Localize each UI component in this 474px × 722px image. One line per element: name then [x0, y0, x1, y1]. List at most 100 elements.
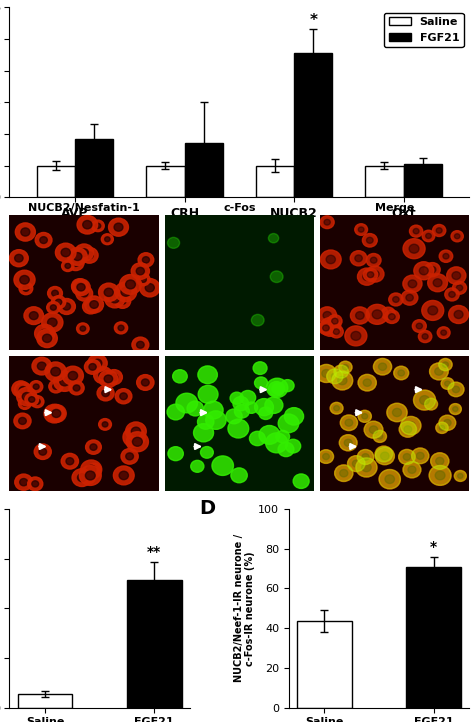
- Circle shape: [81, 471, 96, 484]
- Circle shape: [66, 458, 74, 465]
- Circle shape: [14, 270, 35, 290]
- Circle shape: [448, 382, 464, 396]
- Circle shape: [276, 430, 290, 443]
- Circle shape: [19, 282, 33, 295]
- Circle shape: [259, 407, 273, 419]
- Circle shape: [364, 268, 378, 281]
- Circle shape: [104, 375, 113, 383]
- Circle shape: [453, 282, 466, 295]
- Bar: [403, 164, 442, 197]
- Circle shape: [380, 451, 388, 458]
- Circle shape: [410, 225, 423, 237]
- Circle shape: [332, 371, 353, 390]
- Circle shape: [456, 285, 463, 291]
- Circle shape: [34, 444, 51, 459]
- Circle shape: [32, 357, 52, 375]
- Circle shape: [399, 422, 417, 438]
- Circle shape: [114, 223, 123, 231]
- Circle shape: [54, 371, 75, 391]
- Circle shape: [373, 430, 386, 443]
- Circle shape: [426, 233, 431, 238]
- Circle shape: [347, 456, 365, 471]
- Circle shape: [167, 238, 180, 248]
- Circle shape: [439, 250, 453, 262]
- Circle shape: [21, 228, 30, 236]
- Circle shape: [334, 365, 348, 378]
- Circle shape: [345, 419, 353, 426]
- Circle shape: [140, 277, 146, 282]
- Circle shape: [137, 375, 154, 391]
- Circle shape: [371, 271, 379, 278]
- Circle shape: [25, 393, 38, 406]
- Bar: [146, 165, 185, 197]
- Circle shape: [429, 266, 436, 273]
- Circle shape: [320, 318, 341, 336]
- Circle shape: [435, 471, 445, 480]
- Circle shape: [97, 386, 114, 401]
- Circle shape: [113, 466, 134, 485]
- Circle shape: [339, 435, 357, 451]
- Circle shape: [62, 261, 74, 271]
- Circle shape: [123, 427, 145, 447]
- Circle shape: [245, 402, 258, 413]
- Bar: [37, 165, 75, 197]
- Circle shape: [366, 238, 373, 243]
- Circle shape: [47, 318, 57, 327]
- Circle shape: [358, 410, 371, 422]
- Circle shape: [39, 448, 46, 455]
- Circle shape: [99, 371, 107, 379]
- Circle shape: [42, 313, 63, 332]
- Circle shape: [114, 294, 131, 308]
- Circle shape: [31, 396, 44, 408]
- Circle shape: [77, 284, 85, 291]
- Circle shape: [86, 440, 101, 454]
- Circle shape: [278, 414, 299, 432]
- Circle shape: [329, 326, 343, 338]
- Circle shape: [278, 443, 294, 456]
- Circle shape: [385, 475, 394, 484]
- Circle shape: [119, 471, 128, 479]
- Circle shape: [334, 406, 339, 411]
- Text: **: **: [147, 544, 161, 559]
- Circle shape: [441, 378, 454, 389]
- Circle shape: [187, 401, 203, 416]
- Circle shape: [110, 295, 119, 303]
- Circle shape: [72, 279, 88, 294]
- Circle shape: [413, 228, 419, 234]
- Circle shape: [255, 377, 268, 389]
- Circle shape: [438, 359, 452, 370]
- Circle shape: [23, 286, 29, 291]
- Circle shape: [384, 310, 399, 323]
- Circle shape: [398, 370, 405, 376]
- Circle shape: [102, 390, 109, 396]
- Circle shape: [77, 474, 86, 482]
- Circle shape: [119, 297, 126, 304]
- Circle shape: [84, 360, 100, 374]
- Circle shape: [431, 453, 449, 469]
- Circle shape: [293, 474, 309, 489]
- Title: NUCB2/Nesfatin-1: NUCB2/Nesfatin-1: [28, 203, 140, 213]
- Circle shape: [387, 404, 407, 422]
- Circle shape: [356, 458, 377, 477]
- Circle shape: [105, 237, 110, 242]
- Circle shape: [447, 267, 466, 284]
- Circle shape: [432, 225, 446, 237]
- Circle shape: [399, 449, 415, 464]
- Circle shape: [404, 426, 412, 433]
- Circle shape: [379, 469, 401, 489]
- Circle shape: [265, 397, 283, 414]
- Circle shape: [81, 290, 88, 297]
- Circle shape: [337, 376, 347, 385]
- Circle shape: [436, 457, 444, 465]
- Circle shape: [44, 404, 64, 423]
- Circle shape: [358, 227, 364, 232]
- Circle shape: [382, 307, 395, 320]
- Circle shape: [401, 290, 418, 305]
- Circle shape: [132, 438, 142, 446]
- Circle shape: [355, 224, 367, 235]
- Circle shape: [394, 366, 409, 380]
- Circle shape: [79, 466, 101, 485]
- Circle shape: [52, 290, 58, 296]
- Circle shape: [29, 312, 38, 320]
- Circle shape: [126, 422, 146, 440]
